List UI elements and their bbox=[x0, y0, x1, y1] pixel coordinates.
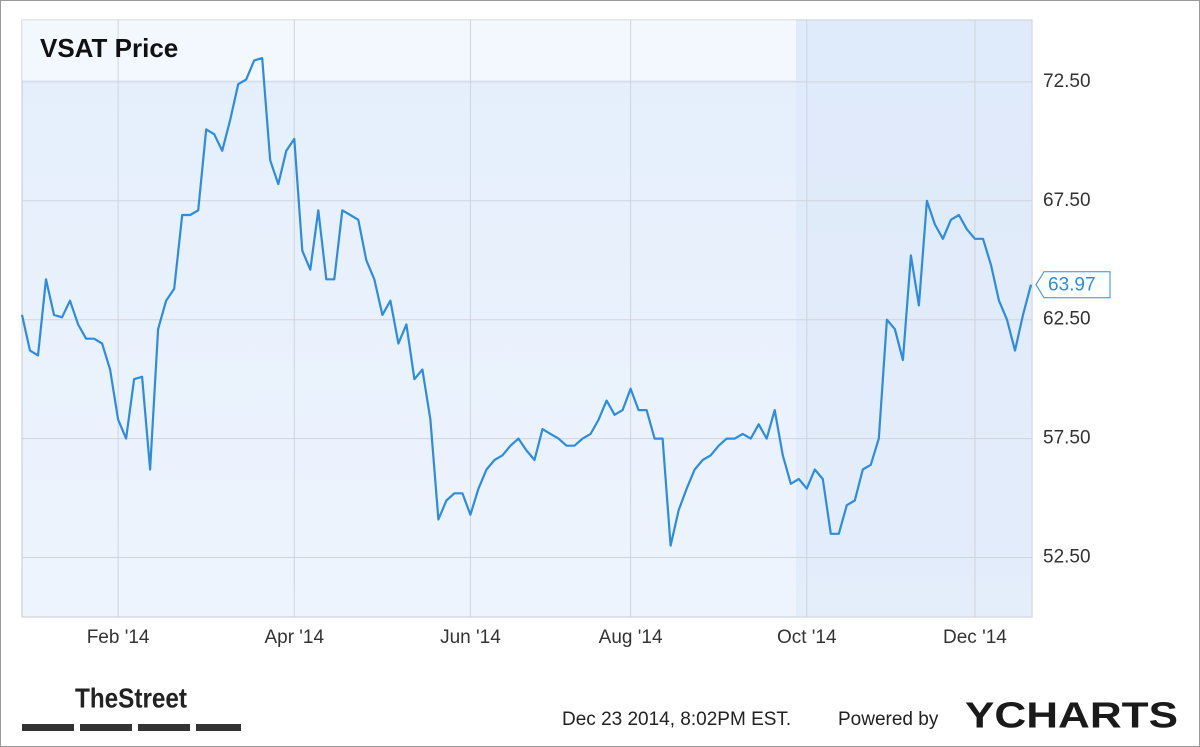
x-tick-label: Apr '14 bbox=[264, 627, 324, 648]
y-tick-label: 67.50 bbox=[1043, 190, 1091, 211]
grid bbox=[22, 20, 1032, 617]
x-tick-label: Dec '14 bbox=[943, 627, 1007, 648]
plot bbox=[20, 57, 1033, 547]
logo-bar bbox=[196, 724, 241, 731]
x-tick-label: Oct '14 bbox=[777, 627, 837, 648]
highlight-band bbox=[796, 20, 1032, 617]
brand: YCHARTS bbox=[965, 695, 1178, 736]
x-tick-label: Feb '14 bbox=[87, 627, 150, 648]
logo: TheStreet bbox=[75, 682, 187, 713]
x-tick-label: Aug '14 bbox=[599, 627, 663, 648]
title-band bbox=[22, 20, 796, 80]
y-tick-label: 62.50 bbox=[1043, 309, 1091, 330]
price-line bbox=[20, 57, 1033, 547]
logo-bar bbox=[138, 724, 190, 731]
last-value-label: 63.97 bbox=[1048, 275, 1096, 296]
logo-bar bbox=[22, 724, 74, 731]
y-tick-label: 52.50 bbox=[1043, 547, 1091, 568]
chart-title: VSAT Price bbox=[40, 33, 178, 63]
timestamp: Dec 23 2014, 8:02PM EST. bbox=[562, 709, 791, 730]
x-tick-label: Jun '14 bbox=[440, 627, 501, 648]
credit: Powered by bbox=[838, 709, 939, 730]
y-tick-label: 72.50 bbox=[1043, 71, 1091, 92]
logo-bar bbox=[80, 724, 132, 731]
y-tick-label: 57.50 bbox=[1043, 428, 1091, 449]
last-value-box bbox=[1035, 271, 1111, 299]
